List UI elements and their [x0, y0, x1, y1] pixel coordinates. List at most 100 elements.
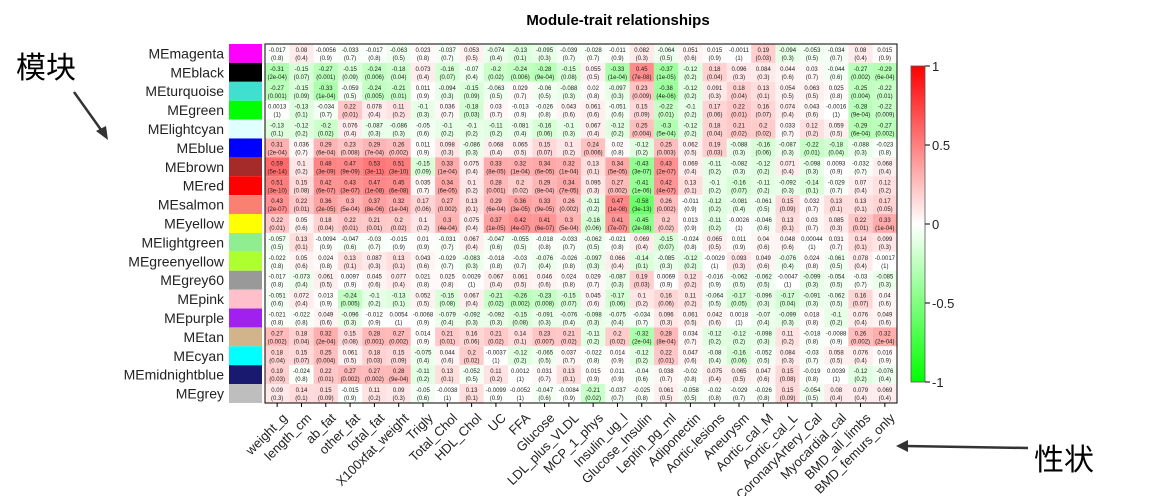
heatmap-cell: -0.16(0.06): [581, 214, 606, 233]
heatmap-cell: -0.062(0.5): [581, 232, 606, 252]
heatmap-cell: 0.033(0.7): [775, 119, 800, 139]
heatmap-cell: 0.33(9e-05): [532, 195, 557, 215]
cell-fill: [459, 270, 484, 290]
correlation-value: -0.24: [368, 67, 382, 73]
p-value: (1e-05): [656, 75, 675, 81]
heatmap-cell: 0.45(6e-08): [386, 176, 411, 196]
cell-fill: [313, 308, 338, 328]
p-value: (0.3): [660, 321, 672, 327]
correlation-value: -0.18: [829, 142, 843, 148]
correlation-value: 0.36: [320, 199, 332, 205]
heatmap-cell: 0.42(4e-07): [653, 176, 679, 196]
p-value: (0.09): [415, 169, 431, 175]
correlation-value: -0.013: [512, 105, 530, 111]
correlation-value: -0.062: [828, 294, 846, 300]
cell-fill: [410, 100, 436, 120]
cell-fill: [483, 270, 509, 290]
correlation-value: -0.12: [635, 142, 649, 148]
cell-fill: [653, 346, 679, 366]
cell-fill: [678, 289, 703, 309]
p-value: (0.6): [757, 377, 769, 383]
correlation-value: 0.23: [539, 331, 551, 337]
heatmap-cell: -0.088(0.3): [556, 81, 581, 101]
p-value: (0.7): [417, 188, 429, 194]
correlation-value: 0.024: [804, 256, 820, 262]
cell-fill: [629, 346, 654, 366]
correlation-value: 0.13: [587, 161, 599, 167]
heatmap-cell: -0.063(0.5): [386, 44, 411, 63]
cell-fill: [313, 157, 338, 177]
p-value: (0.07): [658, 245, 674, 251]
cell-fill: [678, 81, 703, 101]
heatmap-cell: -0.31(2e-04): [265, 62, 290, 82]
heatmap-cell: 0.18(0.04): [726, 81, 752, 101]
correlation-value: 0.34: [441, 180, 453, 186]
p-value: (0.7): [320, 113, 332, 119]
heatmap-cell: -0.03(0.7): [362, 232, 387, 252]
heatmap-cell: 0.17(0.05): [872, 195, 897, 215]
correlation-value: 0.072: [294, 294, 310, 300]
heatmap-cell: 0.32(1e-04): [386, 195, 411, 215]
cell-fill: [362, 232, 387, 252]
p-value: (0.3): [854, 150, 866, 156]
p-value: (0.9): [417, 150, 429, 156]
cell-fill: [483, 289, 509, 309]
cell-fill: [435, 308, 460, 328]
heatmap-cell: 0.14(0.1): [848, 232, 873, 252]
heatmap-cell: 0.049(0.6): [751, 251, 776, 271]
p-value: (0.03): [269, 377, 285, 383]
cell-fill: [581, 157, 606, 177]
cell-fill: [386, 195, 411, 215]
cell-fill: [581, 232, 606, 252]
correlation-value: 0.029: [513, 86, 529, 92]
heatmap-cell: 0.013(0.9): [313, 289, 338, 309]
cell-fill: [678, 308, 703, 328]
heatmap-cell: 0.049(0.6): [872, 308, 897, 328]
p-value: (0.02): [512, 188, 528, 194]
correlation-value: -0.033: [560, 237, 578, 243]
correlation-value: -0.092: [463, 313, 481, 319]
correlation-value: 0.15: [539, 142, 551, 148]
cell-fill: [848, 195, 873, 215]
heatmap-cell: 0.18(0.03): [362, 346, 387, 366]
p-value: (0.1): [465, 207, 477, 213]
correlation-value: -0.088: [852, 142, 870, 148]
p-value: (0.7): [733, 396, 745, 402]
p-value: (0.7): [441, 245, 453, 251]
cell-fill: [483, 232, 509, 252]
p-value: (0.5): [344, 358, 356, 364]
correlation-value: -0.011: [609, 48, 626, 54]
p-value: (0.4): [514, 132, 526, 138]
correlation-value: 0.0013: [268, 105, 287, 111]
cell-fill: [653, 157, 679, 177]
correlation-value: -0.055: [512, 237, 530, 243]
correlation-value: 0.0093: [827, 161, 846, 167]
correlation-value: -0.1: [831, 313, 842, 319]
p-value: (0.3): [587, 188, 599, 194]
p-value: (0.6): [611, 113, 623, 119]
cell-fill: [581, 251, 606, 271]
p-value: (0.6): [879, 321, 891, 327]
correlation-value: 0.043: [561, 105, 577, 111]
heatmap-cell: -0.21(0.01): [386, 81, 411, 101]
heatmap-cell: -0.0017(1): [872, 251, 897, 271]
correlation-value: 0.16: [660, 294, 672, 300]
p-value: (0.4): [295, 302, 307, 308]
correlation-value: -0.1: [369, 294, 380, 300]
heatmap-cell: -0.12(0.2): [629, 138, 654, 158]
heatmap-cell: -0.2(0.02): [483, 62, 509, 82]
heatmap-cell: 0.21(0.02): [556, 327, 581, 347]
p-value: (0.04): [391, 75, 407, 81]
heatmap-cell: -0.028(0.7): [581, 44, 606, 63]
correlation-value: -0.0017: [875, 256, 896, 262]
cell-fill: [459, 62, 484, 82]
p-value: (0.03): [755, 56, 771, 62]
p-value: (0.07): [537, 150, 553, 156]
p-value: (0.9): [611, 377, 623, 383]
p-value: (0.5): [709, 245, 721, 251]
cell-fill: [556, 138, 581, 158]
correlation-value: -0.06: [538, 86, 552, 92]
cell-fill: [265, 176, 290, 196]
p-value: (0.5): [417, 302, 429, 308]
cell-fill: [362, 100, 387, 120]
